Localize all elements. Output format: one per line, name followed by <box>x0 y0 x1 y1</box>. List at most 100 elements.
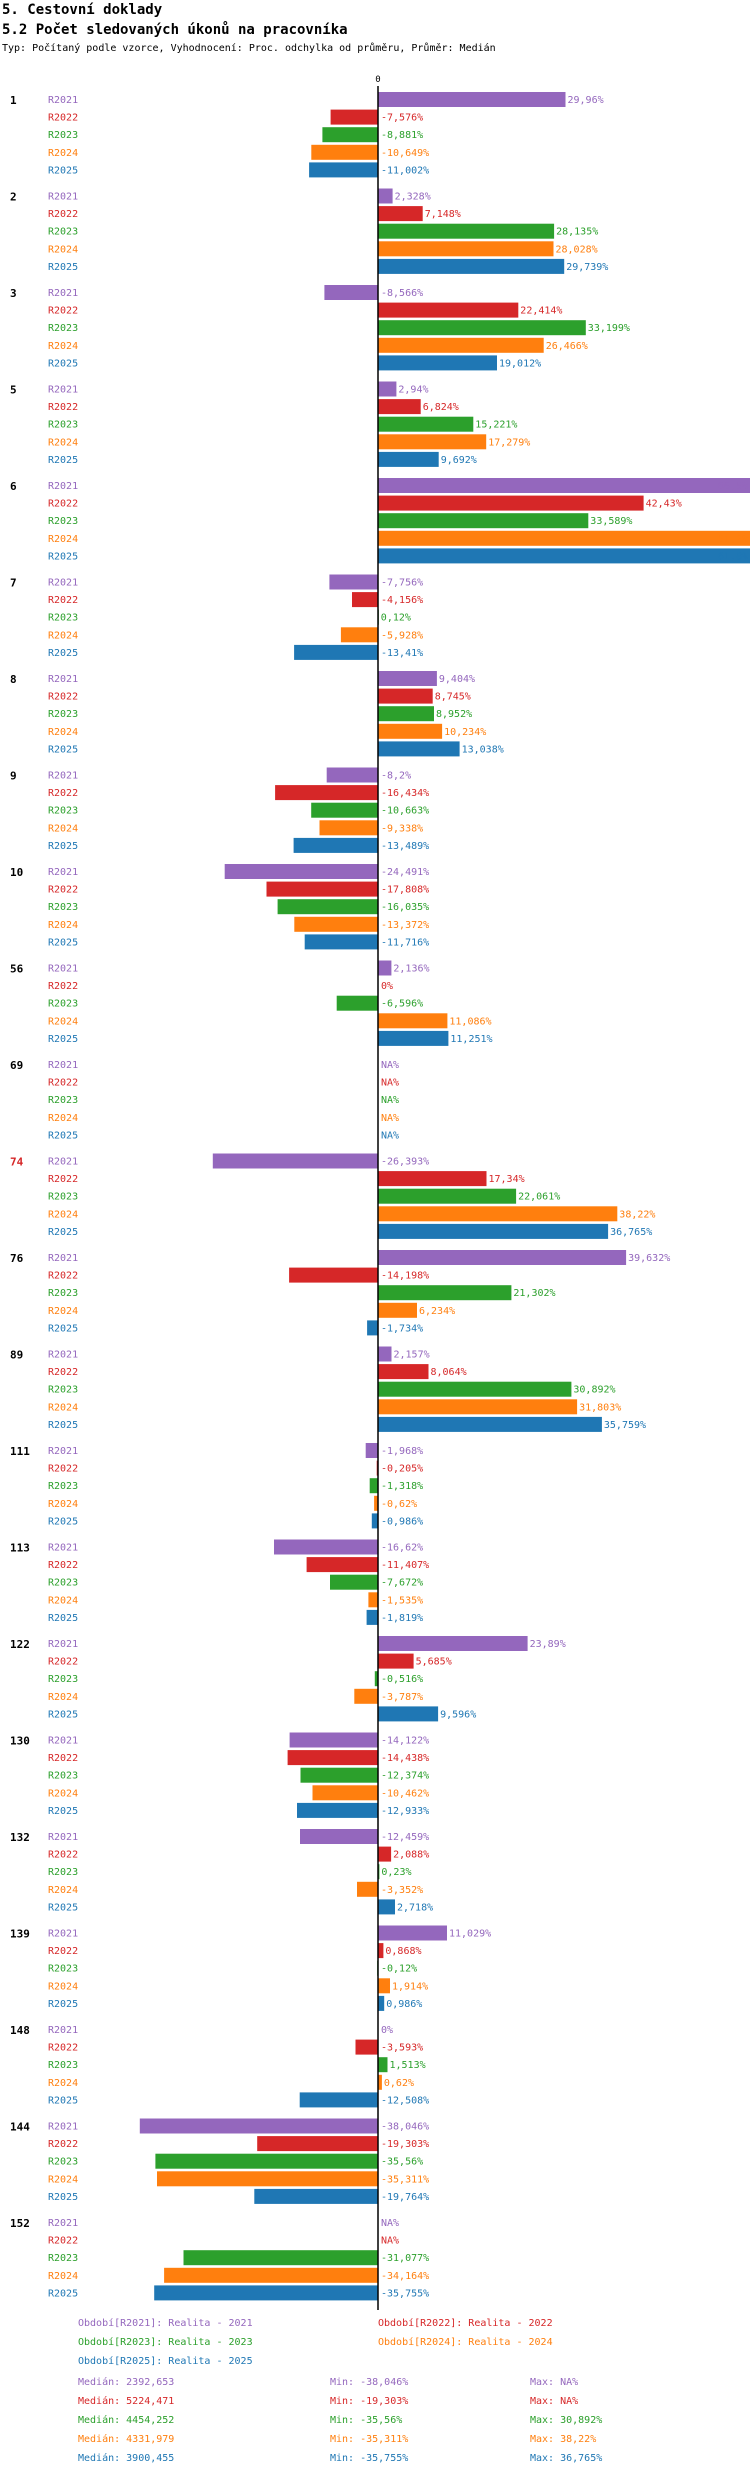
bar <box>319 820 378 836</box>
group-label: 6 <box>10 480 17 493</box>
bar <box>378 399 421 415</box>
bar <box>311 802 378 818</box>
data-label: 17,279% <box>488 437 530 448</box>
series-label: R2022 <box>48 209 78 220</box>
data-label: 2,94% <box>398 385 428 396</box>
stat-median: Medián: 3900,455 <box>78 2453 175 2464</box>
data-label: -10,462% <box>381 1788 429 1799</box>
series-label: R2021 <box>48 1253 78 1264</box>
bar <box>378 1416 602 1432</box>
series-label: R2025 <box>48 2095 78 2106</box>
series-label: R2023 <box>48 1481 78 1492</box>
series-label: R2022 <box>48 2043 78 2054</box>
series-label: R2024 <box>48 920 78 931</box>
bar <box>324 285 378 300</box>
bar <box>297 1802 378 1818</box>
bar <box>378 223 555 239</box>
bar <box>322 127 378 143</box>
data-label: -12,508% <box>381 2095 429 2106</box>
data-label: 0,23% <box>381 1867 411 1878</box>
legend-item: Období[R2025]: Realita - 2025 <box>78 2356 253 2367</box>
data-label: -19,764% <box>381 2192 429 2203</box>
series-label: R2022 <box>48 1657 78 1668</box>
data-label: 2,088% <box>393 1850 429 1861</box>
series-label: R2023 <box>48 2060 78 2071</box>
bar <box>378 1364 429 1380</box>
data-label: 0,62% <box>384 2078 414 2089</box>
bar <box>378 1171 487 1187</box>
data-label: NA% <box>381 1060 399 1071</box>
bar <box>374 1495 378 1511</box>
stat-median: Medián: 5224,471 <box>78 2396 175 2407</box>
series-label: R2023 <box>48 1578 78 1589</box>
series-label: R2024 <box>48 2174 78 2185</box>
series-label: R2024 <box>48 1692 78 1703</box>
series-label: R2022 <box>48 1464 78 1475</box>
data-label: -1,819% <box>381 1613 423 1624</box>
group-label: 111 <box>10 1445 30 1458</box>
bar <box>254 2188 378 2204</box>
series-label: R2025 <box>48 1227 78 1238</box>
series-label: R2024 <box>48 823 78 834</box>
series-label: R2024 <box>48 1595 78 1606</box>
bar <box>378 1030 449 1046</box>
data-label: 42,43% <box>646 499 682 510</box>
data-label: -16,62% <box>381 1543 423 1554</box>
group-label: 132 <box>10 1831 30 1844</box>
bar-chart: 0 1 R2021 29,96% R2022 -7,576% R2023 -8,881% R20… <box>10 75 750 2310</box>
series-label: R2025 <box>48 1902 78 1913</box>
series-label: R2025 <box>48 1806 78 1817</box>
data-label: -8,2% <box>381 771 411 782</box>
series-label: R2022 <box>48 595 78 606</box>
group-label: 1 <box>10 94 17 107</box>
data-label: -0,986% <box>381 1516 423 1527</box>
bar <box>378 478 750 493</box>
series-label: R2025 <box>48 358 78 369</box>
series-label: R2024 <box>48 244 78 255</box>
group-label: 139 <box>10 1928 30 1941</box>
series-label: R2025 <box>48 1420 78 1431</box>
bar <box>289 1267 378 1283</box>
bar <box>300 1767 378 1783</box>
bar <box>378 320 586 336</box>
stat-max: Max: 30,892% <box>530 2415 603 2426</box>
series-label: R2023 <box>48 1964 78 1975</box>
data-label: -1,535% <box>381 1595 423 1606</box>
series-label: R2022 <box>48 885 78 896</box>
bar <box>378 741 460 757</box>
bar <box>294 916 378 932</box>
series-label: R2022 <box>48 1753 78 1764</box>
series-label: R2023 <box>48 806 78 817</box>
series-label: R2023 <box>48 1385 78 1396</box>
data-label: -35,755% <box>381 2288 429 2299</box>
data-label: NA% <box>381 1113 399 1124</box>
data-label: -3,352% <box>381 1885 423 1896</box>
stat-median: Medián: 4454,252 <box>78 2415 175 2426</box>
data-label: 9,692% <box>441 455 477 466</box>
data-label: -1,318% <box>381 1481 423 1492</box>
series-label: R2023 <box>48 420 78 431</box>
series-label: R2025 <box>48 1709 78 1720</box>
series-label: R2022 <box>48 2139 78 2150</box>
bar <box>355 2039 378 2055</box>
group-label: 7 <box>10 577 17 590</box>
data-label: -38,046% <box>381 2122 429 2133</box>
data-label: 22,061% <box>518 1192 560 1203</box>
series-label: R2021 <box>48 867 78 878</box>
series-label: R2023 <box>48 2157 78 2168</box>
bar <box>378 1978 390 1994</box>
data-label: -3,593% <box>381 2043 423 2054</box>
data-label: 39,632% <box>628 1253 670 1264</box>
data-label: 33,589% <box>590 516 632 527</box>
series-label: R2022 <box>48 1850 78 1861</box>
group-label: 144 <box>10 2121 30 2134</box>
group-label: 69 <box>10 1059 23 1072</box>
series-label: R2021 <box>48 1157 78 1168</box>
bar <box>378 2074 382 2090</box>
bar <box>378 1223 609 1239</box>
data-label: -10,649% <box>381 148 429 159</box>
series-label: R2023 <box>48 227 78 238</box>
series-label: R2023 <box>48 1095 78 1106</box>
group-label: 3 <box>10 287 17 300</box>
series-label: R2021 <box>48 964 78 975</box>
